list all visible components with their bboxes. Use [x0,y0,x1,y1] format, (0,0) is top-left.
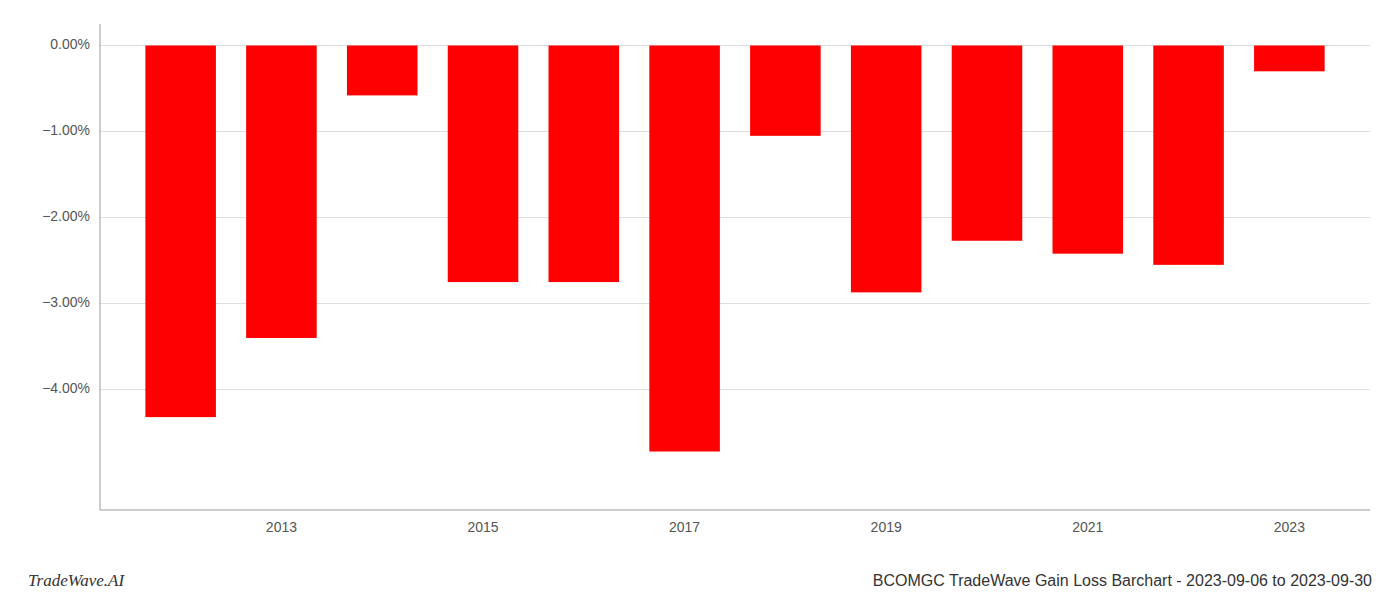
bar [1153,46,1224,265]
x-tick-label: 2015 [467,519,498,535]
x-tick-label: 2023 [1274,519,1305,535]
y-tick-label: −2.00% [42,208,90,224]
x-tick-label: 2013 [266,519,297,535]
x-tick-label: 2021 [1072,519,1103,535]
y-tick-label: −1.00% [42,122,90,138]
watermark: TradeWave.AI [28,571,126,590]
grid [100,46,1370,390]
bar [1254,46,1325,72]
chart-svg: 0.00%−1.00%−2.00%−3.00%−4.00%20132015201… [0,0,1400,600]
bar [145,46,216,418]
bar [347,46,418,96]
bar [1053,46,1124,254]
bar [549,46,620,283]
x-tick-labels: 2013 2015 2017 2019 2021 2023 [266,519,1305,535]
bars [145,46,1324,452]
x-tick-label: 2017 [669,519,700,535]
y-tick-labels: 0.00% −1.00% −2.00% −3.00% −4.00% [42,36,90,396]
y-axis-line [100,24,101,510]
bar [750,46,821,136]
chart-container: 0.00%−1.00%−2.00%−3.00%−4.00%20132015201… [0,0,1400,600]
bar [952,46,1023,241]
y-tick-label: 0.00% [50,36,90,52]
y-tick-label: −3.00% [42,294,90,310]
grid-line [100,389,1370,390]
bar [851,46,922,293]
bar [246,46,317,338]
y-tick-label: −4.00% [42,380,90,396]
bar [649,46,720,452]
chart-title: BCOMGC TradeWave Gain Loss Barchart - 20… [873,572,1372,589]
x-tick-label: 2019 [871,519,902,535]
x-axis-line [100,510,1370,511]
bar [448,46,519,283]
background [0,0,1400,600]
